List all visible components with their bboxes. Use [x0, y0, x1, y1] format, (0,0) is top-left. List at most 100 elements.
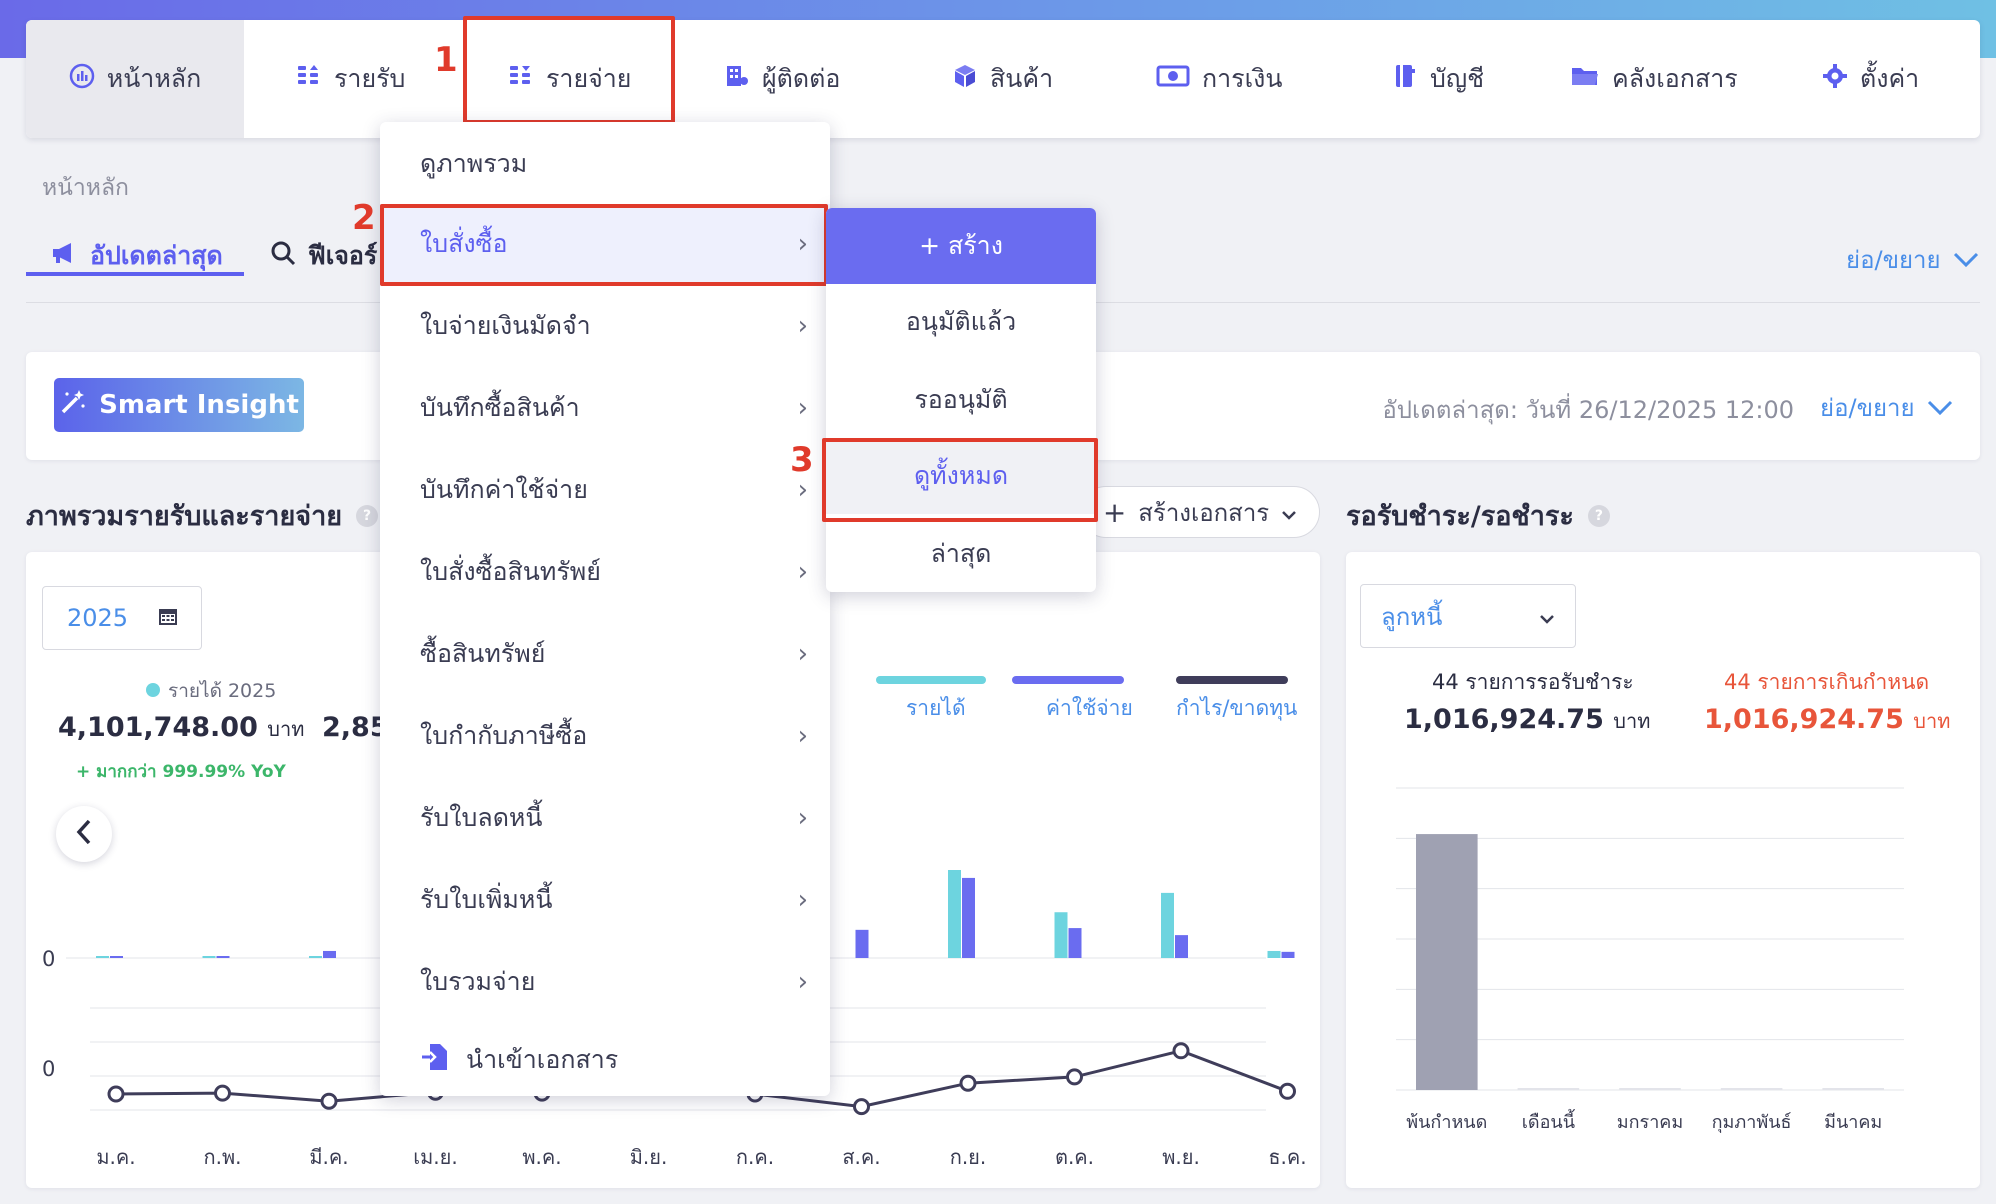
menu-item-3[interactable]: บันทึกซื้อสินค้า ›	[380, 368, 830, 448]
megaphone-icon	[50, 241, 78, 271]
legend-income-label: รายได้	[906, 696, 966, 720]
gear-icon	[1822, 63, 1848, 95]
recv-bar-2	[1619, 1088, 1681, 1090]
second-amount-partial: 2,85	[322, 712, 389, 743]
x-tick-label-6: ก.ค.	[736, 1145, 774, 1169]
x-tick-label-8: ก.ย.	[950, 1145, 987, 1169]
pending-amount: 1,016,924.75 บาท	[1404, 704, 1650, 737]
nav-item-accounting[interactable]: บัญชี	[1392, 20, 1484, 138]
create-document-button[interactable]: + สร้างเอกสาร	[1080, 486, 1320, 538]
overdue-currency: บาท	[1913, 709, 1951, 733]
expand-collapse-link[interactable]: ย่อ/ขยาย	[1846, 240, 1979, 279]
pending-currency: บาท	[1613, 709, 1651, 733]
chevron-right-icon: ›	[797, 721, 808, 751]
menu-item-9[interactable]: รับใบเพิ่มหนี้ ›	[380, 860, 830, 940]
chevron-down-icon	[1953, 246, 1979, 274]
nav-item-income[interactable]: รายรับ	[296, 20, 405, 138]
menu-item-4[interactable]: บันทึกค่าใช้จ่าย ›	[380, 450, 830, 530]
submenu-pending-approval[interactable]: รออนุมัติ	[914, 385, 1008, 414]
account-book-icon	[1392, 63, 1418, 95]
menu-item-10[interactable]: ใบรวมจ่าย ›	[380, 942, 830, 1022]
purchase-order-submenu: + สร้าง อนุมัติแล้ว รออนุมัติ ดูทั้งหมด …	[826, 208, 1096, 592]
recv-x-label-0: พ้นกำหนด	[1406, 1112, 1487, 1133]
y-axis-zero-label-2: 0	[42, 1057, 55, 1081]
legend-profit-label: กำไร/ขาดทุน	[1176, 696, 1298, 720]
submenu-view-all[interactable]: ดูทั้งหมด	[826, 438, 1096, 514]
menu-item-1[interactable]: ใบสั่งซื้อ ›	[380, 204, 830, 284]
bar-income-10	[1161, 892, 1174, 958]
menu-item-label: บันทึกซื้อสินค้า	[420, 393, 580, 422]
bar-expense-2	[323, 950, 336, 958]
tab-latest-updates[interactable]: อัปเดตล่าสุด	[50, 236, 223, 276]
revenue-amount: 4,101,748.00 บาท	[58, 712, 304, 745]
recv-bar-3	[1720, 1088, 1783, 1090]
nav-item-expense[interactable]: รายจ่าย	[508, 20, 631, 138]
nav-item-home[interactable]: หน้าหลัก	[26, 20, 244, 138]
x-tick-label-9: ต.ค.	[1055, 1145, 1094, 1169]
active-tab-underline	[26, 272, 244, 276]
legend-profit-swatch	[1176, 676, 1288, 684]
profit-point-1	[214, 1084, 231, 1102]
chevron-right-icon: ›	[797, 639, 808, 669]
nav-label-documents: คลังเอกสาร	[1612, 64, 1738, 93]
help-icon[interactable]: ?	[1587, 504, 1610, 527]
smart-insight-label: Smart Insight	[99, 390, 299, 420]
nav-item-contacts[interactable]: ผู้ติดต่อ	[724, 20, 840, 138]
insight-expand-link[interactable]: ย่อ/ขยาย	[1820, 388, 1953, 427]
annotation-number-3: 3	[790, 440, 814, 480]
create-document-label: สร้างเอกสาร	[1138, 498, 1270, 527]
menu-item-label: ใบกำกับภาษีซื้อ	[420, 721, 588, 750]
smart-insight-button[interactable]: Smart Insight	[54, 378, 304, 432]
x-tick-label-4: พ.ค.	[522, 1145, 561, 1169]
chart-prev-button[interactable]	[56, 806, 112, 862]
receivables-card: ลูกหนี้ 44 รายการรอรับชำระ 1,016,924.75 …	[1346, 552, 1980, 1188]
overdue-amount-value: 1,016,924.75	[1704, 704, 1904, 735]
help-icon[interactable]: ?	[356, 504, 379, 527]
import-document-icon	[420, 1042, 450, 1078]
legend-expense-swatch	[1012, 676, 1124, 684]
calendar-icon	[158, 604, 178, 632]
overview-title: ภาพรวมรายรับและรายจ่าย ?	[26, 494, 379, 537]
nav-item-documents[interactable]: คลังเอกสาร	[1570, 20, 1738, 138]
submenu-create-button[interactable]: + สร้าง	[826, 208, 1096, 284]
submenu-latest[interactable]: ล่าสุด	[930, 539, 992, 568]
nav-item-finance[interactable]: การเงิน	[1156, 20, 1282, 138]
chevron-right-icon: ›	[797, 967, 808, 997]
year-value: 2025	[67, 604, 129, 632]
tab-latest-updates-label: อัปเดตล่าสุด	[90, 241, 223, 270]
chevron-right-icon: ›	[797, 311, 808, 341]
revenue-currency: บาท	[267, 717, 305, 741]
menu-item-2[interactable]: ใบจ่ายเงินมัดจำ ›	[380, 286, 830, 366]
debtor-select[interactable]: ลูกหนี้	[1360, 584, 1576, 648]
legend-income-swatch	[876, 676, 986, 684]
annotation-box-3	[822, 438, 1098, 522]
nav-item-settings[interactable]: ตั้งค่า	[1822, 20, 1919, 138]
recv-bar-1	[1517, 1088, 1580, 1090]
menu-item-0[interactable]: ดูภาพรวม	[380, 124, 830, 204]
recv-x-label-2: มกราคม	[1617, 1112, 1683, 1133]
income-coins-icon	[296, 63, 322, 95]
tab-features[interactable]: ฟีเจอร์	[270, 236, 377, 276]
menu-item-7[interactable]: ใบกำกับภาษีซื้อ ›	[380, 696, 830, 776]
menu-item-label: นำเข้าเอกสาร	[466, 1045, 619, 1074]
nav-item-products[interactable]: สินค้า	[952, 20, 1053, 138]
receivables-title-text: รอรับชำระ/รอชำระ	[1346, 501, 1574, 532]
pending-label: 44 รายการรอรับชำระ	[1432, 670, 1634, 694]
menu-item-5[interactable]: ใบสั่งซื้อสินทรัพย์ ›	[380, 532, 830, 612]
chevron-right-icon: ›	[797, 475, 808, 505]
x-tick-label-7: ส.ค.	[842, 1145, 880, 1169]
menu-item-6[interactable]: ซื้อสินทรัพย์ ›	[380, 614, 830, 694]
expand-collapse-label: ย่อ/ขยาย	[1846, 246, 1941, 274]
insight-expand-label: ย่อ/ขยาย	[1820, 394, 1915, 422]
bar-expense-8	[962, 877, 975, 958]
profit-point-10	[1279, 1082, 1296, 1100]
menu-item-8[interactable]: รับใบลดหนี้ ›	[380, 778, 830, 858]
breadcrumb[interactable]: หน้าหลัก	[42, 175, 129, 201]
recv-x-label-3: กุมภาพันธ์	[1712, 1112, 1792, 1133]
menu-item-label: ใบสั่งซื้อสินทรัพย์	[420, 557, 601, 586]
nav-label-home: หน้าหลัก	[106, 64, 202, 93]
year-picker[interactable]: 2025	[42, 586, 202, 650]
bar-expense-11	[1281, 951, 1295, 958]
submenu-approved[interactable]: อนุมัติแล้ว	[905, 307, 1017, 336]
menu-item-11[interactable]: นำเข้าเอกสาร	[380, 1020, 830, 1100]
